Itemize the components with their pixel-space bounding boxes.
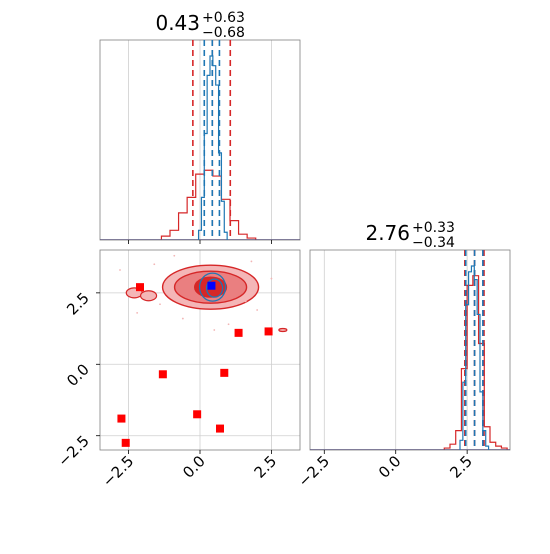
param2-title-value: 2.76 bbox=[365, 221, 410, 245]
scatter-point bbox=[181, 317, 184, 320]
marginal-panel-param1 bbox=[99, 39, 301, 244]
x-tick-label: 2.5 bbox=[446, 452, 476, 482]
contour-blue-outer bbox=[198, 272, 227, 302]
red-square-marker bbox=[158, 370, 167, 379]
y-tick-label: 2.5 bbox=[63, 289, 93, 319]
param1-title-minus: −0.68 bbox=[202, 25, 245, 41]
y-tick-label: −2.5 bbox=[54, 432, 92, 470]
panel-frame bbox=[309, 249, 511, 451]
red-square-marker bbox=[117, 414, 126, 423]
scatter-point bbox=[256, 309, 259, 311]
histogram-red bbox=[443, 275, 508, 450]
param1-title-value: 0.43 bbox=[155, 11, 200, 35]
scatter-point bbox=[136, 311, 139, 314]
contour-blob bbox=[139, 290, 158, 302]
blue-square-marker bbox=[207, 281, 216, 290]
scatter-point bbox=[250, 260, 253, 263]
red-square-marker bbox=[220, 368, 229, 377]
x-tick-label: −2.5 bbox=[295, 452, 333, 490]
y-tick-label: 0.0 bbox=[63, 360, 93, 390]
scatter-point bbox=[119, 269, 121, 271]
contour-blue-inner bbox=[205, 278, 224, 298]
histogram-red bbox=[160, 169, 257, 240]
param2-title-minus: −0.34 bbox=[412, 235, 455, 251]
red-square-marker bbox=[193, 410, 202, 419]
marginal-panel-param2: −2.5 0.0 2.5 bbox=[295, 249, 511, 491]
scatter-point bbox=[270, 277, 273, 280]
scatter-point bbox=[213, 329, 216, 331]
scatter-point bbox=[159, 303, 161, 306]
red-square-marker bbox=[216, 424, 224, 433]
scatter-point bbox=[153, 263, 156, 266]
scatter-point bbox=[227, 323, 230, 326]
x-tick-label: −2.5 bbox=[99, 452, 137, 490]
scatter-point bbox=[173, 254, 176, 257]
contour-blob bbox=[278, 327, 288, 333]
x-tick-label: 0.0 bbox=[179, 452, 209, 482]
red-square-marker bbox=[264, 327, 273, 336]
x-tick-label: 0.0 bbox=[375, 452, 405, 482]
param2-title-plus: +0.33 bbox=[412, 220, 455, 236]
red-square-marker bbox=[121, 438, 130, 447]
red-square-marker bbox=[234, 328, 243, 337]
red-square-marker bbox=[136, 283, 144, 292]
scatter-point bbox=[244, 300, 247, 303]
param1-title-plus: +0.63 bbox=[202, 10, 245, 26]
joint-panel: −2.5 0.0 2.5 −2.5 0.0 2.5 bbox=[54, 249, 301, 491]
x-tick-label: 2.5 bbox=[251, 452, 281, 482]
